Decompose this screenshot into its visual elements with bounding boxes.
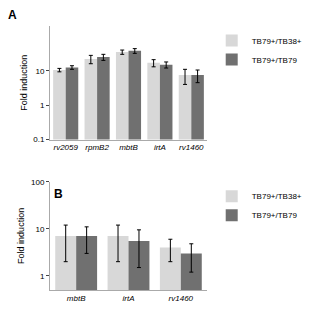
svg-text:Fold induction: Fold induction <box>19 55 29 111</box>
svg-text:A: A <box>8 8 17 22</box>
svg-text:irtA: irtA <box>123 294 135 303</box>
svg-text:1: 1 <box>40 272 45 281</box>
svg-text:TB79+/TB79: TB79+/TB79 <box>252 56 298 65</box>
svg-text:rv2059: rv2059 <box>53 143 78 152</box>
svg-text:10: 10 <box>35 67 44 76</box>
svg-text:rv1460: rv1460 <box>169 294 194 303</box>
svg-text:Fold induction: Fold induction <box>16 208 26 264</box>
svg-text:100: 100 <box>31 178 45 187</box>
svg-text:1: 1 <box>40 101 45 110</box>
svg-text:TB79+/TB38+: TB79+/TB38+ <box>252 37 302 46</box>
svg-text:rpmB2: rpmB2 <box>85 143 109 152</box>
svg-text:TB79+/TB38+: TB79+/TB38+ <box>252 192 302 201</box>
svg-text:10: 10 <box>35 225 44 234</box>
svg-text:rv1460: rv1460 <box>179 143 204 152</box>
svg-text:mbtB: mbtB <box>67 294 86 303</box>
svg-text:TB79+/TB79: TB79+/TB79 <box>252 211 298 220</box>
svg-text:0.1: 0.1 <box>33 135 45 144</box>
svg-text:B: B <box>54 187 63 201</box>
svg-text:mbtB: mbtB <box>119 143 138 152</box>
svg-text:irtA: irtA <box>154 143 166 152</box>
